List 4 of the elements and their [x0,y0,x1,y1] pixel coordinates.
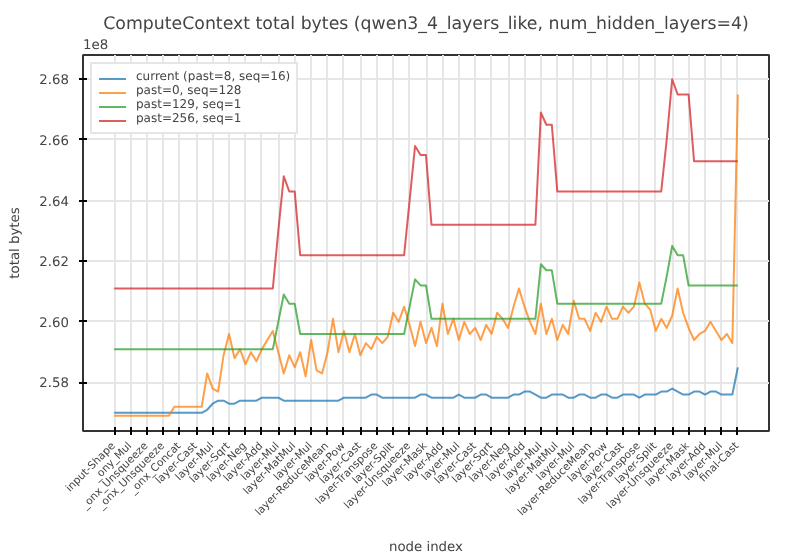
line-series [113,245,739,351]
line-series [113,366,739,414]
chart-title: ComputeContext total bytes (qwen3_4_layers_like, num_hidden_layers=4) [103,15,749,35]
line-series [113,93,739,417]
